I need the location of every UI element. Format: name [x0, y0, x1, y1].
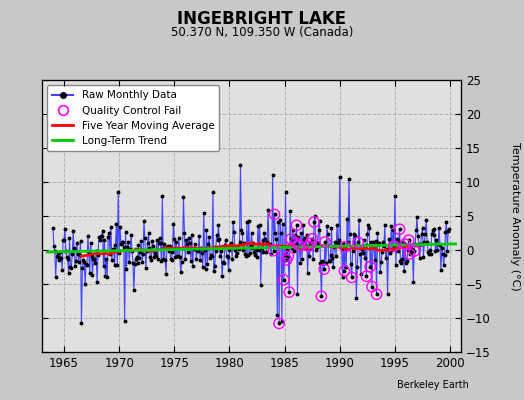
Point	[275, 320, 283, 327]
Point	[279, 276, 288, 283]
Point	[317, 293, 325, 300]
Point	[295, 242, 303, 249]
Point	[310, 219, 318, 225]
Y-axis label: Temperature Anomaly (°C): Temperature Anomaly (°C)	[510, 142, 520, 290]
Point	[347, 274, 356, 281]
Text: 50.370 N, 109.350 W (Canada): 50.370 N, 109.350 W (Canada)	[171, 26, 353, 39]
Point	[308, 236, 316, 242]
Point	[354, 239, 363, 246]
Point	[373, 291, 381, 298]
Point	[284, 253, 292, 260]
Point	[405, 237, 413, 243]
Text: Berkeley Earth: Berkeley Earth	[397, 380, 469, 390]
Point	[292, 222, 301, 228]
Point	[406, 251, 414, 257]
Point	[341, 244, 350, 250]
Point	[368, 283, 376, 290]
Point	[304, 243, 313, 249]
Point	[321, 239, 329, 245]
Legend: Raw Monthly Data, Quality Control Fail, Five Year Moving Average, Long-Term Tren: Raw Monthly Data, Quality Control Fail, …	[47, 85, 220, 151]
Point	[366, 264, 374, 270]
Point	[401, 241, 409, 247]
Point	[395, 226, 403, 232]
Point	[340, 268, 348, 274]
Point	[285, 289, 293, 295]
Point	[269, 247, 278, 254]
Text: INGEBRIGHT LAKE: INGEBRIGHT LAKE	[178, 10, 346, 28]
Point	[270, 211, 279, 218]
Point	[390, 243, 398, 249]
Point	[282, 257, 291, 263]
Point	[320, 266, 329, 272]
Point	[410, 248, 419, 254]
Point	[362, 273, 370, 280]
Point	[287, 236, 295, 242]
Point	[291, 240, 300, 246]
Point	[306, 240, 314, 246]
